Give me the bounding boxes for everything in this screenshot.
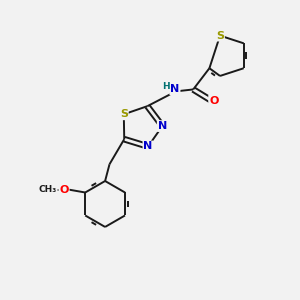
Text: N: N bbox=[170, 84, 180, 94]
Text: O: O bbox=[209, 96, 218, 106]
Text: N: N bbox=[158, 121, 167, 131]
Text: CH₃: CH₃ bbox=[39, 185, 57, 194]
Text: O: O bbox=[59, 184, 69, 195]
Text: S: S bbox=[120, 109, 128, 119]
Text: N: N bbox=[143, 142, 153, 152]
Text: H: H bbox=[162, 82, 169, 91]
Text: S: S bbox=[216, 31, 224, 40]
